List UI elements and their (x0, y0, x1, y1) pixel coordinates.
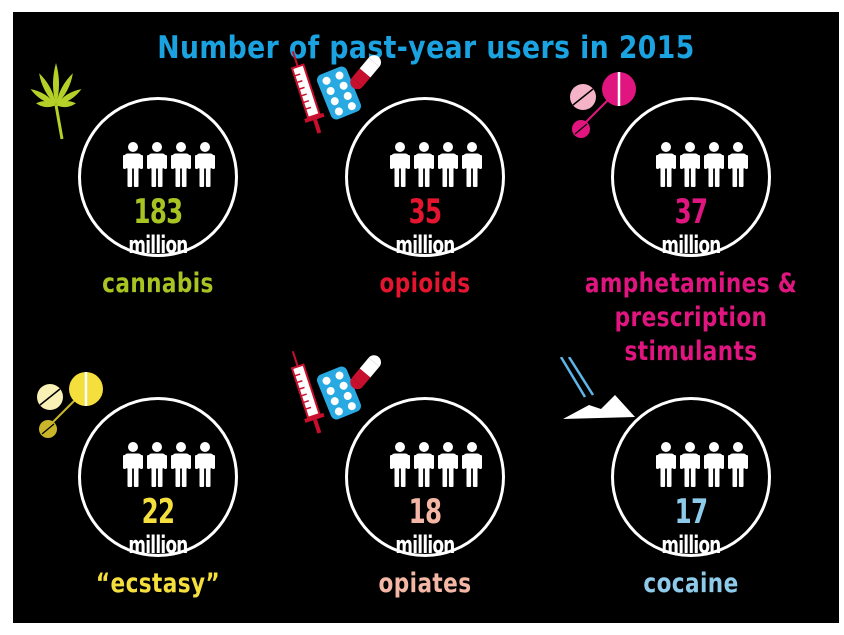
category-label-line: amphetamines & (584, 268, 798, 299)
person-icon (414, 442, 434, 488)
ring-circle (345, 397, 505, 557)
person-icon (195, 142, 215, 188)
unit-label: million (395, 531, 455, 559)
person-icon (171, 442, 191, 488)
ring-circle (345, 97, 505, 257)
person-icon (171, 142, 191, 188)
person-icon (438, 142, 458, 188)
category-label-line: cocaine (643, 568, 739, 599)
syringe-pills-icon (285, 347, 395, 452)
person-icon (123, 442, 143, 488)
unit-label: million (128, 231, 188, 259)
people-icon-group (123, 142, 223, 192)
people-icon-group (656, 442, 756, 492)
value-label: 17 (674, 492, 708, 532)
category-label: opioids (297, 267, 553, 301)
people-icon-group (390, 442, 490, 492)
category-label: cannabis (30, 267, 286, 301)
person-icon (390, 442, 410, 488)
person-icon (414, 142, 434, 188)
people-icon-group (656, 142, 756, 192)
value-label: 183 (133, 192, 184, 232)
syringe-pills-icon (285, 47, 395, 152)
category-label: opiates (297, 567, 553, 601)
person-icon (438, 442, 458, 488)
person-icon (147, 142, 167, 188)
category-label-line: opiates (378, 568, 472, 599)
cannabis-leaf-icon (13, 55, 116, 160)
unit-label: million (395, 231, 455, 259)
person-icon (680, 442, 700, 488)
category-label-line: prescription stimulants (614, 302, 768, 367)
person-icon (656, 442, 676, 488)
cocaine-powder-icon (541, 356, 651, 462)
value-label: 37 (674, 192, 708, 232)
value-label: 22 (141, 492, 175, 532)
ring-circle (78, 397, 238, 557)
person-icon (728, 142, 748, 188)
drug-card: 183 million cannabis (28, 57, 328, 347)
drug-card: 18 million opiates (290, 350, 595, 623)
infographic-canvas: Number of past-year users in 2015 183 mil… (13, 12, 839, 623)
person-icon (704, 142, 724, 188)
category-label: cocaine (563, 567, 819, 601)
person-icon (728, 442, 748, 488)
category-label: “ecstasy” (30, 567, 286, 601)
ring-circle (611, 97, 771, 257)
drug-card: 22 million “ecstasy” (28, 357, 328, 623)
category-label-line: opioids (379, 268, 471, 299)
value-label: 35 (408, 192, 442, 232)
unit-label: million (128, 531, 188, 559)
drug-card: 37 million amphetamines & prescription stim… (561, 57, 839, 367)
yellow-pills-icon (18, 357, 128, 462)
person-icon (195, 442, 215, 488)
category-label-line: cannabis (102, 268, 214, 299)
person-icon (147, 442, 167, 488)
value-label: 18 (408, 492, 442, 532)
ring-circle (78, 97, 238, 257)
category-label-line: “ecstasy” (95, 568, 221, 599)
people-icon-group (123, 442, 223, 492)
person-icon (462, 142, 482, 188)
category-label: amphetamines & prescription stimulants (563, 267, 819, 369)
person-icon (656, 142, 676, 188)
ring-circle (611, 397, 771, 557)
person-icon (123, 142, 143, 188)
unit-label: million (661, 531, 721, 559)
person-icon (462, 442, 482, 488)
person-icon (680, 142, 700, 188)
person-icon (704, 442, 724, 488)
chart-title: Number of past-year users in 2015 (157, 30, 695, 66)
unit-label: million (661, 231, 721, 259)
person-icon (390, 142, 410, 188)
pink-pills-icon (551, 57, 661, 162)
drug-card: 17 million cocaine (559, 356, 839, 623)
drug-card: 35 million opioids (290, 50, 595, 347)
people-icon-group (390, 142, 490, 192)
